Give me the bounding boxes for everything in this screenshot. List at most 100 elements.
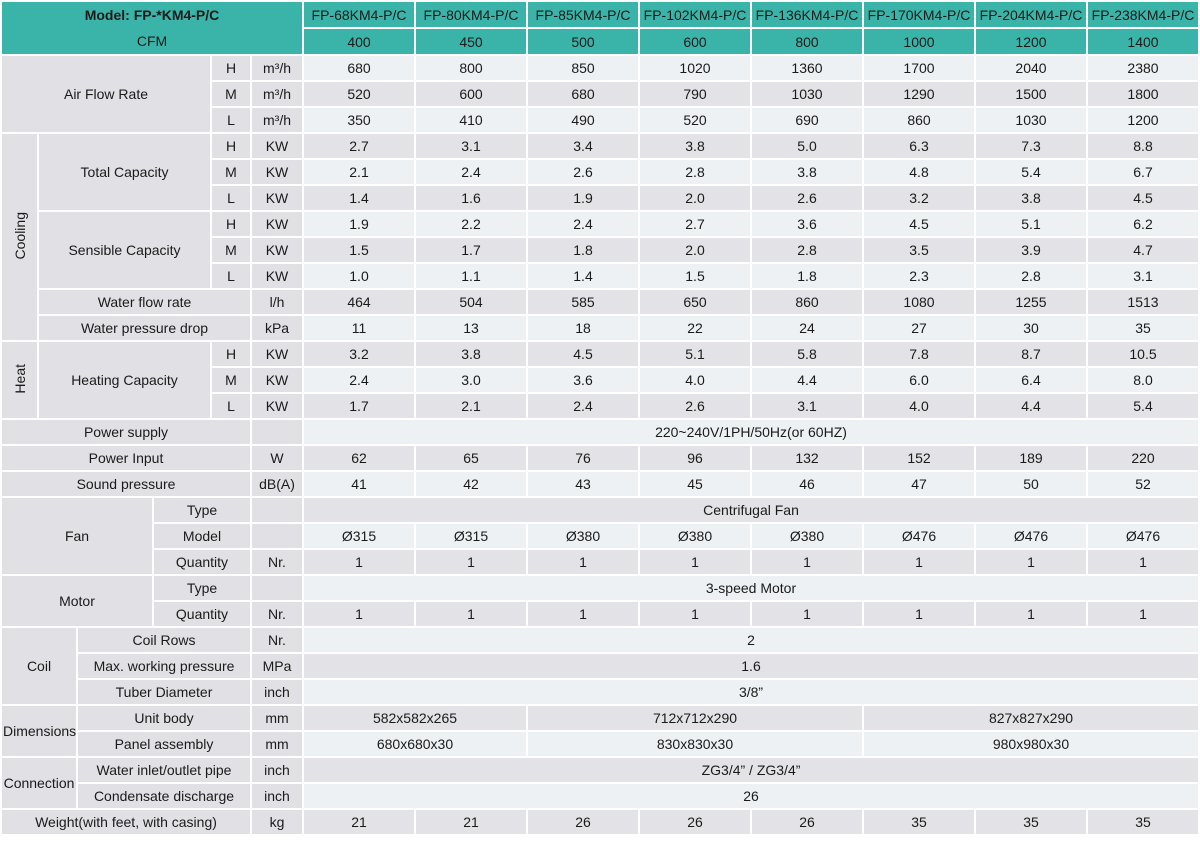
row-sound-pressure: Sound pressure dB(A) 41 42 43 45 46 47 5… [2, 472, 1198, 496]
speed-cell: M [212, 160, 250, 184]
data-cell: 96 [640, 446, 750, 470]
data-cell-span: 582x582x265 [304, 706, 526, 730]
data-cell: 520 [640, 108, 750, 132]
row-label-fan-model: Model [154, 524, 250, 548]
speed-cell: L [212, 186, 250, 210]
data-cell: 3.0 [416, 368, 526, 392]
unit-cell: KW [252, 394, 302, 418]
data-cell: 4.4 [752, 368, 862, 392]
data-cell: 1200 [1088, 108, 1198, 132]
data-cell: Ø380 [752, 524, 862, 548]
data-cell: Ø315 [304, 524, 414, 548]
data-cell: 2.6 [528, 160, 638, 184]
row-unit-body: Dimensions Unit body mm 582x582x265 712x… [2, 706, 1198, 756]
data-cell: 690 [752, 108, 862, 132]
row-coil-max-pressure: Max. working pressure MPa 1.6 [2, 654, 1198, 678]
speed-cell: L [212, 264, 250, 288]
data-cell: 1020 [640, 56, 750, 80]
unit-cell-empty [252, 498, 302, 522]
data-cell: 5.1 [640, 342, 750, 366]
data-cell: Ø476 [976, 524, 1086, 548]
column-header-cfm: 800 [752, 29, 862, 54]
row-water-inlet-outlet: Connection Water inlet/outlet pipe inch … [2, 758, 1198, 808]
data-cell: 2.4 [528, 212, 638, 236]
data-cell: 35 [1088, 810, 1198, 834]
row-fan-quantity: Quantity Nr. 1 1 1 1 1 1 1 1 [2, 550, 1198, 574]
unit-cell: m³/h [252, 82, 302, 106]
data-cell: 1.7 [304, 394, 414, 418]
data-cell: 2.7 [640, 212, 750, 236]
data-cell: 1 [416, 602, 526, 626]
data-cell: 3.1 [752, 394, 862, 418]
column-header-cfm: 500 [528, 29, 638, 54]
unit-cell: Nr. [252, 602, 302, 626]
unit-cell-empty [252, 576, 302, 600]
data-cell: 6.4 [976, 368, 1086, 392]
data-cell: 650 [640, 290, 750, 314]
data-cell: 3.8 [752, 160, 862, 184]
data-cell: 2.8 [640, 160, 750, 184]
data-cell: 3.2 [304, 342, 414, 366]
data-cell-span: 220~240V/1PH/50Hz(or 60HZ) [304, 420, 1198, 444]
data-cell: 1.7 [416, 238, 526, 262]
data-cell: 2.4 [304, 368, 414, 392]
data-cell: 13 [416, 316, 526, 340]
data-cell: 10.5 [1088, 342, 1198, 366]
data-cell: 47 [864, 472, 974, 496]
row-total-capacity-m: M KW 2.1 2.4 2.6 2.8 3.8 4.8 5.4 6.7 [2, 160, 1198, 184]
unit-cell: dB(A) [252, 472, 302, 496]
row-coil-rows: Coil Coil Rows Nr. 2 [2, 628, 1198, 704]
speed-cell: L [212, 108, 250, 132]
row-heating-capacity-h: Heat Heating Capacity H KW 3.2 3.8 4.5 5… [2, 342, 1198, 418]
data-cell: 4.0 [640, 368, 750, 392]
row-label-motor-type: Type [154, 576, 250, 600]
data-cell: 3.1 [1088, 264, 1198, 288]
unit-cell: m³/h [252, 108, 302, 132]
data-cell: 65 [416, 446, 526, 470]
data-cell: 22 [640, 316, 750, 340]
data-cell: 2.0 [640, 238, 750, 262]
data-cell-span: 2 [304, 628, 1198, 652]
row-coil-tube-diameter: Tuber Diameter inch 3/8” [2, 680, 1198, 704]
row-weight: Weight(with feet, with casing) kg 21 21 … [2, 810, 1198, 834]
data-cell: 189 [976, 446, 1086, 470]
column-header-model: FP-204KM4-P/C [976, 2, 1086, 27]
data-cell: 62 [304, 446, 414, 470]
data-cell: 30 [976, 316, 1086, 340]
data-cell: 2.2 [416, 212, 526, 236]
data-cell: 1.5 [304, 238, 414, 262]
data-cell: 1.1 [416, 264, 526, 288]
speed-cell: M [212, 82, 250, 106]
data-cell: 3.8 [640, 134, 750, 158]
data-cell: 1 [752, 550, 862, 574]
speed-cell: L [212, 394, 250, 418]
unit-cell: mm [252, 732, 302, 756]
data-cell: 41 [304, 472, 414, 496]
data-cell: 680 [528, 82, 638, 106]
column-header-cfm: 450 [416, 29, 526, 54]
data-cell: 585 [528, 290, 638, 314]
row-label-water-pressure-drop: Water pressure drop [39, 316, 250, 340]
data-cell: 35 [864, 810, 974, 834]
data-cell: 26 [752, 810, 862, 834]
row-label-total-capacity: Total Capacity [39, 134, 210, 210]
unit-cell-empty [252, 420, 302, 444]
row-label-unit-body: Unit body [78, 706, 250, 730]
section-label-heat: Heat [2, 342, 37, 418]
column-header-model: FP-68KM4-P/C [304, 2, 414, 27]
row-fan-model: Model Ø315 Ø315 Ø380 Ø380 Ø380 Ø476 Ø476… [2, 524, 1198, 548]
row-label-coil-rows: Coil Rows [78, 628, 250, 652]
row-condensate-discharge: Condensate discharge inch 26 [2, 784, 1198, 808]
data-cell: 5.1 [976, 212, 1086, 236]
unit-cell: KW [252, 342, 302, 366]
data-cell: 24 [752, 316, 862, 340]
data-cell: 1 [976, 550, 1086, 574]
row-label-fan-quantity: Quantity [154, 550, 250, 574]
section-label-cooling: Cooling [2, 134, 37, 340]
data-cell: 6.7 [1088, 160, 1198, 184]
data-cell-span: 680x680x30 [304, 732, 526, 756]
data-cell: 800 [416, 56, 526, 80]
speed-cell: M [212, 368, 250, 392]
data-cell: 50 [976, 472, 1086, 496]
data-cell: 1.5 [640, 264, 750, 288]
